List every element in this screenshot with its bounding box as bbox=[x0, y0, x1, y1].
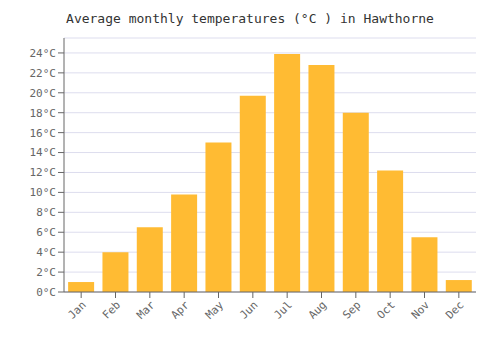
svg-text:0°C: 0°C bbox=[36, 286, 56, 299]
svg-text:24°C: 24°C bbox=[30, 47, 57, 60]
svg-text:22°C: 22°C bbox=[30, 67, 57, 80]
svg-text:Aug: Aug bbox=[306, 298, 329, 321]
html-text:Average monthly temperatures (: Average monthly temperatures (°C ) in Ha… bbox=[66, 11, 434, 26]
svg-text:Nov: Nov bbox=[409, 298, 433, 322]
svg-text:14°C: 14°C bbox=[30, 146, 57, 159]
svg-text:Sep: Sep bbox=[340, 298, 363, 321]
svg-text:4°C: 4°C bbox=[36, 246, 56, 259]
svg-text:12°C: 12°C bbox=[30, 166, 57, 179]
svg-text:Jan: Jan bbox=[66, 298, 89, 321]
svg-text:Oct: Oct bbox=[375, 298, 398, 321]
svg-text:2°C: 2°C bbox=[36, 266, 56, 279]
svg-text:May: May bbox=[203, 298, 227, 322]
svg-text:Apr: Apr bbox=[169, 298, 193, 322]
svg-text:6°C: 6°C bbox=[36, 226, 56, 239]
svg-text:Jul: Jul bbox=[272, 298, 295, 321]
svg-text:10°C: 10°C bbox=[30, 186, 57, 199]
svg-text:Feb: Feb bbox=[100, 298, 123, 321]
svg-text:20°C: 20°C bbox=[30, 87, 57, 100]
svg-text:Mar: Mar bbox=[134, 298, 158, 322]
svg-text:Dec: Dec bbox=[443, 298, 466, 321]
svg-text:8°C: 8°C bbox=[36, 206, 56, 219]
svg-text:18°C: 18°C bbox=[30, 107, 57, 120]
svg-text:Jun: Jun bbox=[237, 298, 260, 321]
svg-text:16°C: 16°C bbox=[30, 127, 57, 140]
